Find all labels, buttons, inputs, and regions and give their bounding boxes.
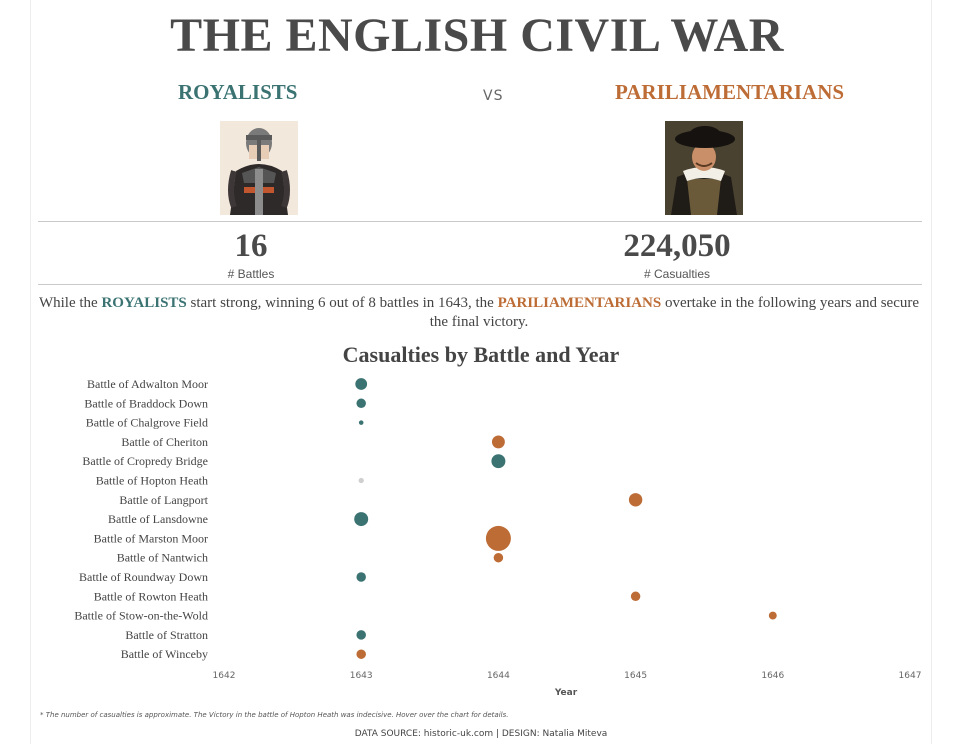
x-tick-label: 1647 xyxy=(899,671,922,681)
casualties-count: 224,050 xyxy=(623,228,731,264)
y-tick-label: Battle of Chalgrove Field xyxy=(86,416,208,430)
data-point[interactable] xyxy=(356,649,366,659)
x-tick-label: 1642 xyxy=(213,671,236,681)
data-point[interactable] xyxy=(491,435,505,449)
narrative-royalists: ROYALISTS xyxy=(101,295,187,311)
royalist-portrait xyxy=(220,121,298,215)
y-tick-label: Battle of Langport xyxy=(119,493,208,507)
royalists-label: ROYALISTS xyxy=(178,80,298,104)
data-point[interactable] xyxy=(628,493,643,507)
x-tick-label: 1643 xyxy=(350,671,373,681)
data-point[interactable] xyxy=(356,398,366,409)
data-point[interactable] xyxy=(356,572,366,582)
source-link[interactable]: historic-uk.com xyxy=(423,729,494,739)
data-point[interactable] xyxy=(356,630,366,640)
data-point[interactable] xyxy=(768,611,777,620)
data-point[interactable] xyxy=(485,525,511,551)
x-tick-label: 1646 xyxy=(761,671,784,681)
y-tick-label: Battle of Cheriton xyxy=(121,435,208,449)
divider-top xyxy=(38,221,922,222)
narrative-part-2: start strong, winning 6 out of 8 battles… xyxy=(186,295,498,311)
narrative-parliamentarians: PARILIAMENTARIANS xyxy=(497,295,662,311)
battles-label: # Battles xyxy=(227,267,275,281)
data-source: DATA SOURCE: historic-uk.com | DESIGN: N… xyxy=(0,729,954,739)
data-point[interactable] xyxy=(358,420,364,425)
y-tick-label: Battle of Stratton xyxy=(125,628,208,642)
y-tick-label: Battle of Adwalton Moor xyxy=(87,377,208,391)
narrative-text: While the ROYALISTS start strong, winnin… xyxy=(34,294,924,332)
x-tick-label: 1644 xyxy=(487,671,510,681)
footnote: * The number of casualties is approximat… xyxy=(40,711,509,719)
narrative-part-3: overtake in the following years and secu… xyxy=(429,295,920,330)
y-tick-label: Battle of Cropredy Bridge xyxy=(82,454,208,468)
data-point[interactable] xyxy=(355,378,368,390)
data-point[interactable] xyxy=(358,477,364,484)
divider-bottom xyxy=(38,284,922,285)
parliamentarians-label: PARILIAMENTARIANS xyxy=(615,80,845,104)
narrative-part-1: While the xyxy=(38,295,102,311)
y-tick-label: Battle of Nantwich xyxy=(117,551,208,565)
page-title: THE ENGLISH CIVIL WAR xyxy=(170,9,784,62)
y-tick-label: Battle of Winceby xyxy=(121,647,208,661)
parliamentarian-portrait xyxy=(665,121,743,215)
y-tick-label: Battle of Roundway Down xyxy=(79,570,208,584)
battles-count: 16 xyxy=(234,228,268,264)
casualties-label: # Casualties xyxy=(643,267,711,281)
y-tick-label: Battle of Rowton Heath xyxy=(94,589,208,603)
left-border xyxy=(30,0,31,744)
y-tick-label: Battle of Stow-on-the-Wold xyxy=(74,609,208,623)
data-point[interactable] xyxy=(354,512,369,527)
y-tick-label: Battle of Marston Moor xyxy=(94,531,208,545)
x-axis-label: Year xyxy=(554,688,578,698)
y-tick-label: Battle of Hopton Heath xyxy=(96,474,208,488)
design-separator: | DESIGN: xyxy=(493,729,543,739)
right-border xyxy=(931,0,932,744)
chart-title: Casualties by Battle and Year xyxy=(342,342,620,367)
vs-label: VS xyxy=(483,88,504,104)
y-tick-label: Battle of Lansdowne xyxy=(108,512,208,526)
data-point[interactable] xyxy=(630,591,641,602)
x-tick-label: 1645 xyxy=(624,671,647,681)
data-point[interactable] xyxy=(493,552,504,563)
data-point[interactable] xyxy=(491,454,506,469)
y-tick-label: Battle of Braddock Down xyxy=(84,396,208,410)
source-label: DATA SOURCE: xyxy=(354,729,424,739)
designer-name: Natalia Miteva xyxy=(542,729,608,739)
